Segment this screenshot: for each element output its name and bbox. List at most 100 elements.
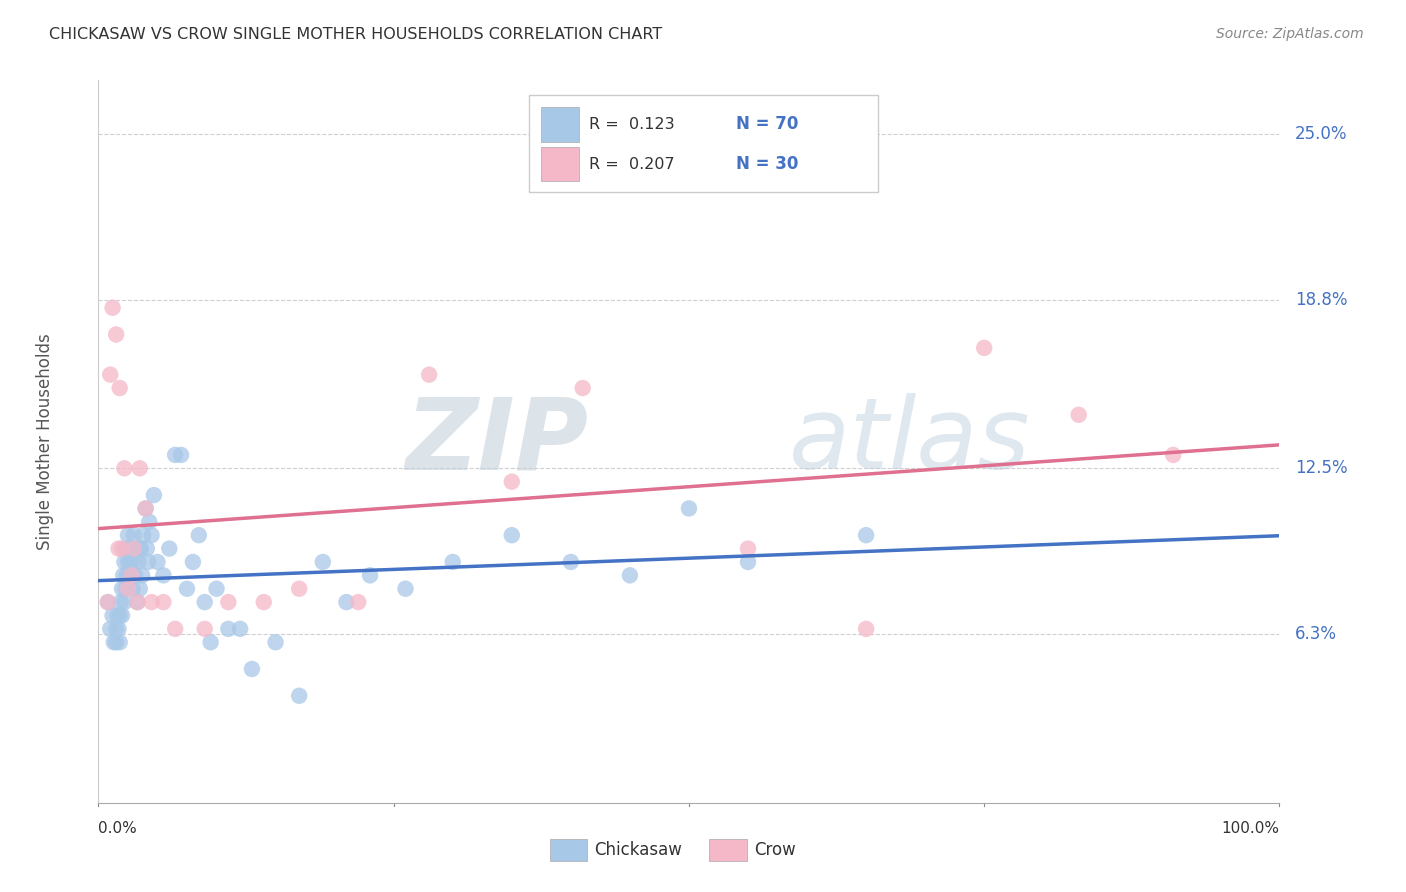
Point (347, 595, 370, 609)
Point (117, 555, 139, 569)
Point (124, 568, 146, 582)
Point (141, 528, 163, 542)
Point (217, 622, 239, 636)
Point (141, 595, 163, 609)
Point (194, 622, 217, 636)
Point (108, 635, 131, 649)
Point (107, 541, 129, 556)
Point (157, 541, 180, 556)
Point (118, 541, 141, 556)
Point (121, 568, 143, 582)
Point (112, 568, 135, 582)
FancyBboxPatch shape (530, 95, 877, 193)
Point (105, 622, 128, 636)
Point (105, 635, 128, 649)
Point (112, 461, 135, 475)
Point (1161, 448, 1184, 462)
Point (128, 461, 150, 475)
Point (112, 555, 135, 569)
Point (170, 448, 193, 462)
Point (288, 689, 311, 703)
Point (229, 622, 252, 636)
Point (501, 475, 523, 489)
Point (359, 568, 381, 582)
Point (560, 555, 582, 569)
Point (108, 381, 131, 395)
Point (335, 595, 357, 609)
Point (114, 582, 136, 596)
Point (114, 541, 136, 556)
Point (176, 582, 198, 596)
Point (152, 568, 174, 582)
Text: 25.0%: 25.0% (1295, 125, 1347, 143)
Point (418, 368, 440, 382)
Point (117, 528, 139, 542)
Point (125, 541, 148, 556)
Point (120, 555, 142, 569)
Text: 12.5%: 12.5% (1295, 459, 1347, 477)
Point (737, 541, 759, 556)
Point (312, 555, 335, 569)
Point (855, 528, 877, 542)
Point (138, 515, 160, 529)
Point (111, 582, 134, 596)
Point (128, 555, 150, 569)
Point (288, 582, 311, 596)
Text: R =  0.207: R = 0.207 (589, 157, 673, 171)
Point (737, 555, 759, 569)
FancyBboxPatch shape (541, 147, 579, 181)
Point (111, 608, 134, 623)
Point (205, 582, 228, 596)
Point (110, 595, 132, 609)
Text: 18.8%: 18.8% (1295, 291, 1347, 309)
Point (678, 501, 700, 516)
Point (98, 368, 121, 382)
Point (152, 595, 174, 609)
Point (129, 541, 152, 556)
Point (973, 341, 995, 355)
Point (122, 541, 145, 556)
Point (136, 555, 159, 569)
Point (1067, 408, 1090, 422)
Point (571, 381, 593, 395)
Point (501, 528, 523, 542)
Point (135, 501, 157, 516)
Point (187, 528, 209, 542)
Point (142, 488, 165, 502)
Text: 0.0%: 0.0% (98, 821, 138, 836)
Point (128, 541, 150, 556)
Text: N = 70: N = 70 (737, 115, 799, 133)
FancyBboxPatch shape (550, 838, 588, 861)
Point (112, 595, 135, 609)
FancyBboxPatch shape (541, 107, 579, 142)
Point (120, 568, 142, 582)
Point (181, 555, 204, 569)
Point (108, 608, 131, 623)
FancyBboxPatch shape (709, 838, 747, 861)
Point (200, 635, 222, 649)
Point (132, 528, 155, 542)
Text: Single Mother Households: Single Mother Households (37, 334, 55, 549)
Point (264, 635, 287, 649)
Point (122, 528, 145, 542)
Point (127, 595, 149, 609)
Text: Crow: Crow (754, 841, 796, 859)
Point (103, 635, 125, 649)
Point (121, 541, 143, 556)
Text: atlas: atlas (789, 393, 1031, 490)
Text: Source: ZipAtlas.com: Source: ZipAtlas.com (1216, 27, 1364, 41)
Text: N = 30: N = 30 (737, 155, 799, 173)
Point (253, 595, 276, 609)
Point (101, 608, 124, 623)
Point (127, 595, 149, 609)
Point (165, 622, 187, 636)
Point (101, 301, 124, 315)
Point (619, 568, 641, 582)
Text: CHICKASAW VS CROW SINGLE MOTHER HOUSEHOLDS CORRELATION CHART: CHICKASAW VS CROW SINGLE MOTHER HOUSEHOL… (49, 27, 662, 42)
Point (105, 608, 128, 623)
Point (128, 582, 150, 596)
Point (217, 595, 239, 609)
Point (855, 622, 877, 636)
Point (115, 568, 138, 582)
Point (107, 622, 129, 636)
